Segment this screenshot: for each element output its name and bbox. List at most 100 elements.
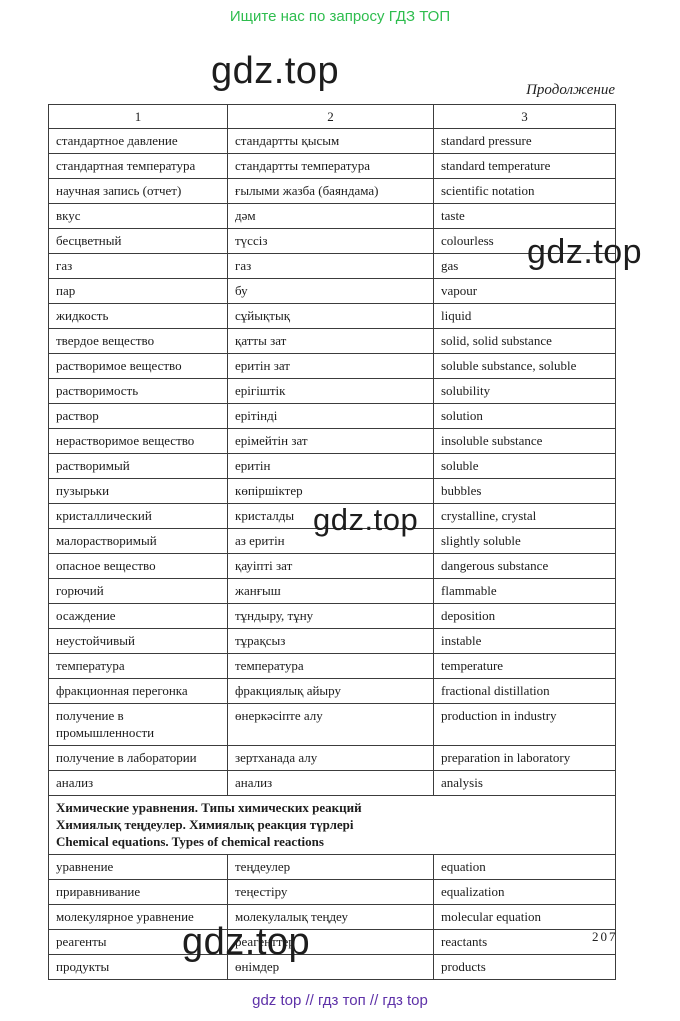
table-row: реагенты реагенттер reactants xyxy=(48,929,616,955)
table-cell: fractional distillation xyxy=(433,678,616,704)
table-cell: раствор xyxy=(48,403,228,429)
table-row: нерастворимое вещество ерімейтін зат insol… xyxy=(48,428,616,454)
table-cell: production in industry xyxy=(433,703,616,746)
table-cell: solid, solid substance xyxy=(433,328,616,354)
table-cell: түссіз xyxy=(227,228,434,254)
table-row: фракционная перегонка фракциялық айыру fra… xyxy=(48,678,616,704)
table-cell: soluble substance, soluble xyxy=(433,353,616,379)
table-cell: стандартты температура xyxy=(227,153,434,179)
table-cell: температура xyxy=(227,653,434,679)
table-row: стандартное давление стандартты қысым stan… xyxy=(48,128,616,154)
table-cell: получение в лаборатории xyxy=(48,745,228,771)
table-row: продукты өнімдер products xyxy=(48,954,616,980)
table-row: растворимое вещество еритін зат soluble su… xyxy=(48,353,616,379)
table-cell: горючий xyxy=(48,578,228,604)
table-row: неустойчивый тұрақсыз instable xyxy=(48,628,616,654)
table-cell: ерімейтін зат xyxy=(227,428,434,454)
footer-links[interactable]: gdz top // гдз топ // гдз top xyxy=(252,992,428,1009)
table-body: стандартное давление стандартты қысым stan… xyxy=(48,128,616,980)
table-row: горючий жанғыш flammable xyxy=(48,578,616,604)
table-cell: еритін xyxy=(227,453,434,479)
table-cell: soluble xyxy=(433,453,616,479)
table-cell: стандартное давление xyxy=(48,128,228,154)
table-cell: растворимость xyxy=(48,378,228,404)
table-cell: equation xyxy=(433,854,616,880)
column-header-2: 2 xyxy=(227,104,434,129)
watermark-top: gdz.top xyxy=(211,50,340,92)
table-cell: получение в промышленности xyxy=(48,703,228,746)
table-cell: slightly soluble xyxy=(433,528,616,554)
table-cell: products xyxy=(433,954,616,980)
table-cell: analysis xyxy=(433,770,616,796)
table-cell: flammable xyxy=(433,578,616,604)
table-cell: растворимое вещество xyxy=(48,353,228,379)
table-cell: molecular equation xyxy=(433,904,616,930)
table-cell: малорастворимый xyxy=(48,528,228,554)
table-cell: өнімдер xyxy=(227,954,434,980)
page-number: 207 xyxy=(592,929,618,944)
table-cell: твердое вещество xyxy=(48,328,228,354)
table-cell: пузырьки xyxy=(48,478,228,504)
table-cell: scientific notation xyxy=(433,178,616,204)
section-header-line: Химиялық теңдеулер. Химиялық реакция түр… xyxy=(56,817,354,832)
dictionary-table-container: 1 2 3 стандартное давление стандартты қыс… xyxy=(48,104,616,980)
section-header-cell: Химические уравнения. Типы химических ре… xyxy=(48,795,616,855)
dictionary-table: 1 2 3 стандартное давление стандартты қыс… xyxy=(48,104,616,980)
table-cell: жанғыш xyxy=(227,578,434,604)
table-cell: научная запись (отчет) xyxy=(48,178,228,204)
table-cell: газ xyxy=(48,253,228,279)
table-cell: анализ xyxy=(227,770,434,796)
table-cell: фракционная перегонка xyxy=(48,678,228,704)
table-cell: solubility xyxy=(433,378,616,404)
table-cell: сұйықтық xyxy=(227,303,434,329)
table-cell: тұрақсыз xyxy=(227,628,434,654)
table-row: осаждение тұндыру, тұну deposition xyxy=(48,603,616,629)
table-cell: өнеркәсіпте алу xyxy=(227,703,434,746)
table-cell: insoluble substance xyxy=(433,428,616,454)
table-cell: дәм xyxy=(227,203,434,229)
table-cell: нерастворимое вещество xyxy=(48,428,228,454)
section-header-line: Chemical equations. Types of chemical re… xyxy=(56,834,324,849)
table-row: малорастворимый аз еритін slightly soluble xyxy=(48,528,616,554)
table-row: анализ анализ analysis xyxy=(48,770,616,796)
table-cell: vapour xyxy=(433,278,616,304)
table-row: кристаллический кристалды crystalline, cry… xyxy=(48,503,616,529)
watermark-middle: gdz.top xyxy=(313,502,419,537)
table-cell: тұндыру, тұну xyxy=(227,603,434,629)
table-cell: кристаллический xyxy=(48,503,228,529)
table-header-row: 1 2 3 xyxy=(48,104,616,129)
table-cell: фракциялық айыру xyxy=(227,678,434,704)
table-row: растворимый еритін soluble xyxy=(48,453,616,479)
table-row: раствор ерітінді solution xyxy=(48,403,616,429)
table-cell: температура xyxy=(48,653,228,679)
table-cell: standard pressure xyxy=(433,128,616,154)
table-cell: еритін зат xyxy=(227,353,434,379)
top-search-banner-link[interactable]: Ищите нас по запросу ГДЗ ТОП xyxy=(229,8,451,25)
table-cell: standard temperature xyxy=(433,153,616,179)
table-cell: теңдеулер xyxy=(227,854,434,880)
table-cell: temperature xyxy=(433,653,616,679)
table-cell: preparation in laboratory xyxy=(433,745,616,771)
table-cell: опасное вещество xyxy=(48,553,228,579)
table-cell: аз еритін xyxy=(227,528,434,554)
table-cell: gas xyxy=(433,253,616,279)
watermark-bottom: gdz.top xyxy=(182,921,311,963)
watermark-right: gdz.top xyxy=(527,233,643,271)
table-cell: приравнивание xyxy=(48,879,228,905)
section-header-row: Химические уравнения. Типы химических ре… xyxy=(48,795,616,855)
table-row: получение в промышленности өнеркәсіпте ал… xyxy=(48,703,616,746)
table-cell: бу xyxy=(227,278,434,304)
table-row: стандартная температура стандартты темпер… xyxy=(48,153,616,179)
table-cell: жидкость xyxy=(48,303,228,329)
table-cell: ерітінді xyxy=(227,403,434,429)
table-cell: молекулярное уравнение xyxy=(48,904,228,930)
table-row: твердое вещество қатты зат solid, solid su… xyxy=(48,328,616,354)
table-row: пар бу vapour xyxy=(48,278,616,304)
table-cell: осаждение xyxy=(48,603,228,629)
table-cell: көпіршіктер xyxy=(227,478,434,504)
table-cell: пар xyxy=(48,278,228,304)
section-header-line: Химические уравнения. Типы химических ре… xyxy=(56,800,362,815)
table-cell: продукты xyxy=(48,954,228,980)
table-row: уравнение теңдеулер equation xyxy=(48,854,616,880)
table-cell: растворимый xyxy=(48,453,228,479)
